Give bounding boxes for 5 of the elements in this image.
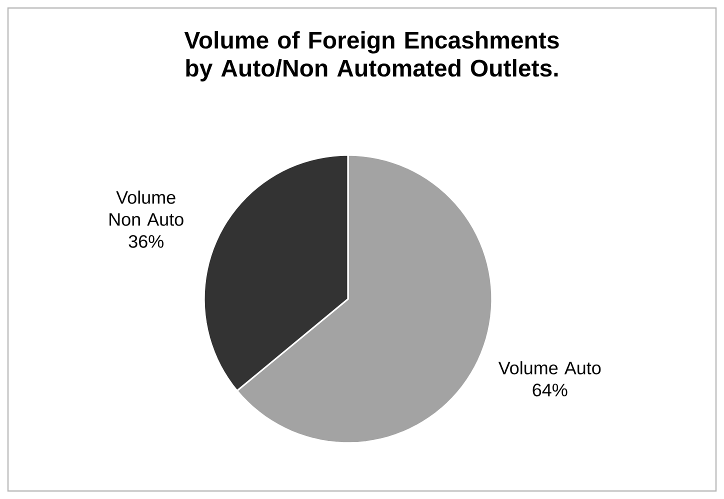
slice-label: Volume Non Auto	[110, 190, 184, 226]
slice-label: Volume Auto	[498, 361, 601, 374]
data-label: 64%	[532, 384, 568, 396]
data-label: 36%	[128, 235, 164, 248]
chart-title: Volume of Foreign Encashments by Auto/Non Automated Outlets.	[184, 31, 559, 82]
